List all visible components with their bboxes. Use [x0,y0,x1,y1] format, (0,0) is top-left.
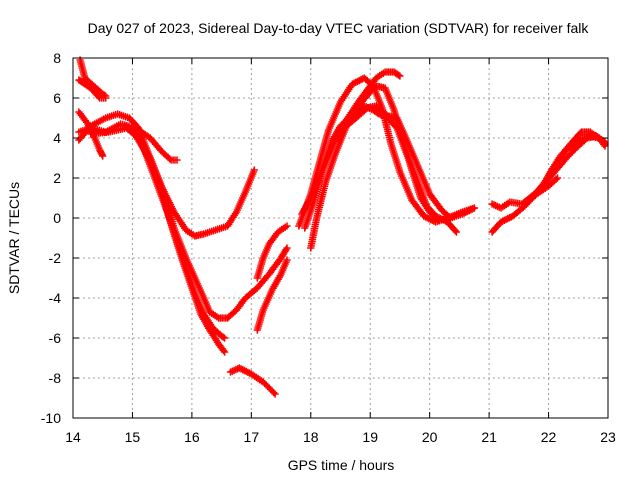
x-tick-label: 14 [65,429,81,445]
plot-frame [72,57,609,419]
series-track-2 [75,76,110,102]
grid-layer [73,58,608,418]
y-tick-label: 2 [53,170,61,186]
x-tick-label: 19 [362,429,378,445]
x-tick-label: 15 [125,429,141,445]
series-layer [75,56,609,398]
x-tick-label: 21 [481,429,497,445]
y-axis-label: SDTVAR / TECUs [6,182,22,294]
series-track-19 [521,132,609,206]
chart-title: Day 027 of 2023, Sidereal Day-to-day VTE… [88,20,590,36]
series-track-6 [87,124,291,322]
y-tick-label: -8 [49,370,62,386]
x-tick-label: 16 [184,429,200,445]
y-tick-label: -10 [41,410,61,426]
x-tick-label: 17 [244,429,260,445]
y-tick-label: 6 [53,90,61,106]
y-tick-label: -4 [49,290,62,306]
series-track-11 [253,222,291,282]
series-track-9 [226,364,279,398]
y-tick-label: 4 [53,130,61,146]
x-axis-label: GPS time / hours [288,457,395,473]
series-track-8 [128,126,229,342]
series-track-20 [538,128,609,190]
y-tick-label: -6 [49,330,62,346]
x-tick-label: 20 [422,429,438,445]
y-tick-label: -2 [49,250,62,266]
series-track-1 [76,56,110,100]
y-tick-label: 0 [53,210,61,226]
x-tick-label: 18 [303,429,319,445]
x-tick-label: 22 [541,429,557,445]
series-track-16 [333,102,479,222]
axes-layer: 14 15 16 17 18 19 20 21 22 23 -10 -8 -6 -4 -2 0 2 4 6 8 [41,50,616,445]
series-track-10 [253,256,291,334]
y-tick-label: 8 [53,50,61,66]
x-tick-label: 23 [600,429,616,445]
